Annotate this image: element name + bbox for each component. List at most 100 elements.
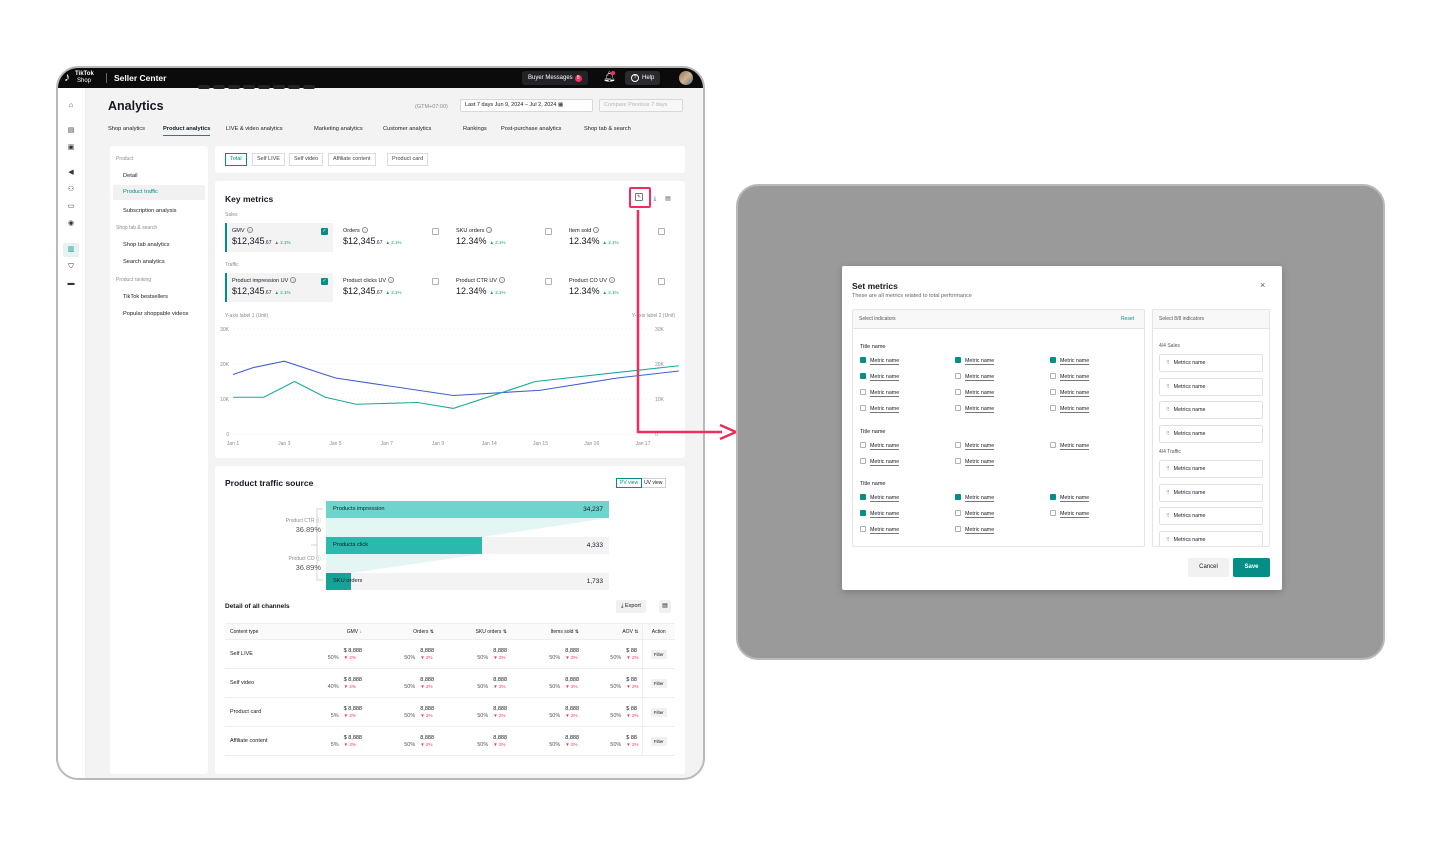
metric-option-checkbox[interactable] xyxy=(860,357,866,363)
metric-option[interactable]: Metric name xyxy=(955,510,995,518)
filter-button[interactable]: Filter xyxy=(650,649,667,659)
metric-option-checkbox[interactable] xyxy=(860,389,866,395)
metric-option[interactable]: Metric name xyxy=(860,373,900,381)
tab-customer-analytics[interactable]: Customer analytics xyxy=(383,126,432,132)
metric-option-checkbox[interactable] xyxy=(955,494,961,500)
metric-option-checkbox[interactable] xyxy=(955,357,961,363)
drag-handle-icon[interactable]: ⠿ xyxy=(1166,430,1170,437)
metric-option-checkbox[interactable] xyxy=(1050,373,1056,379)
metric-option-checkbox[interactable] xyxy=(860,405,866,411)
download-icon[interactable]: ⤓ xyxy=(653,196,657,202)
metric-option-checkbox[interactable] xyxy=(955,526,961,532)
col-orders[interactable]: Orders ⇅ xyxy=(365,623,437,640)
drag-handle-icon[interactable]: ⠿ xyxy=(1166,536,1170,543)
buyer-messages-button[interactable]: Buyer Messages 8 xyxy=(522,71,588,85)
ads-icon[interactable]: ▭ xyxy=(67,203,75,210)
metric-checkbox[interactable]: ✓ xyxy=(321,228,328,235)
drag-handle-icon[interactable]: ⠿ xyxy=(1166,383,1170,390)
metric-option-checkbox[interactable] xyxy=(860,458,866,464)
filter-button[interactable]: Filter xyxy=(650,736,667,746)
subnav-item-detail[interactable]: Detail xyxy=(123,173,138,179)
subnav-item-shop-tab-analytics[interactable]: Shop tab analytics xyxy=(123,242,170,248)
filter-button[interactable]: Filter xyxy=(650,707,667,717)
metric-option[interactable]: Metric name xyxy=(955,405,995,413)
metric-option[interactable]: Metric name xyxy=(955,442,995,450)
selected-metric-item[interactable]: ⠿ Metrics name xyxy=(1159,401,1263,419)
selected-metric-item[interactable]: ⠿ Metrics name xyxy=(1159,483,1263,502)
metric-option-checkbox[interactable] xyxy=(860,526,866,532)
drag-handle-icon[interactable]: ⠿ xyxy=(1166,513,1170,519)
subnav-item-subscription[interactable]: Subscription analysis xyxy=(123,208,177,214)
date-range-picker[interactable]: Last 7 days Jun 9, 2024 – Jul 2, 2024 ▦ xyxy=(460,99,593,112)
selected-metric-item[interactable]: ⠿ Metrics name xyxy=(1159,530,1263,546)
metric-option-checkbox[interactable] xyxy=(1050,389,1056,395)
subnav-item-shoppable-videos[interactable]: Popular shoppable videos xyxy=(123,311,189,317)
tab-shop-analytics[interactable]: Shop analytics xyxy=(108,126,145,132)
metric-checkbox[interactable] xyxy=(658,228,665,235)
metric-option[interactable]: Metric name xyxy=(860,389,900,397)
metric-option[interactable]: Metric name xyxy=(1050,510,1090,518)
metric-option[interactable]: Metric name xyxy=(1050,357,1090,365)
document-icon[interactable]: ▤ xyxy=(665,196,671,202)
metric-option-checkbox[interactable] xyxy=(860,442,866,448)
affiliate-icon[interactable]: ⚇ xyxy=(67,186,75,193)
traffic-metric-tile[interactable]: Product impression UV? $12,345.67 ▲ 2.1% ✓ xyxy=(225,273,333,302)
marketing-icon[interactable]: ◀ xyxy=(68,169,74,176)
metric-checkbox[interactable] xyxy=(545,228,552,235)
tab-rankings[interactable]: Rankings xyxy=(463,126,487,132)
pv-view-option[interactable]: PV view xyxy=(616,478,643,488)
col-aov[interactable]: AOV ⇅ xyxy=(582,623,642,640)
shield-icon[interactable]: ⛉ xyxy=(68,263,74,270)
selected-metric-item[interactable]: ⠿ Metrics name xyxy=(1159,424,1263,443)
metric-option-checkbox[interactable] xyxy=(1050,357,1056,363)
metric-option-checkbox[interactable] xyxy=(955,442,961,448)
filter-tab-affiliate[interactable]: Affiliate content xyxy=(328,153,376,166)
save-button[interactable]: Save xyxy=(1233,558,1270,577)
traffic-metric-tile[interactable]: Product clicks UV? $12,345.67 ▲ 2.1% xyxy=(338,273,446,302)
sales-metric-tile[interactable]: GMV? $12,345.67 ▲ 2.1% ✓ xyxy=(225,223,333,252)
metric-option[interactable]: Metric name xyxy=(860,494,900,502)
selected-metric-item[interactable]: ⠿ Metrics name xyxy=(1159,460,1263,478)
tiktok-shop-logo[interactable]: ♪ TikTok Shop xyxy=(64,70,104,86)
sales-metric-tile[interactable]: Item sold? 12.34% ▲ 2.1% xyxy=(564,223,672,252)
compare-select[interactable]: Compare Previous 7 days xyxy=(599,99,683,112)
uv-view-option[interactable]: UV view xyxy=(644,480,663,486)
live-icon[interactable]: ◉ xyxy=(67,220,75,227)
metric-checkbox[interactable] xyxy=(432,278,439,285)
tab-live-video-analytics[interactable]: LIVE & video analytics xyxy=(226,126,283,132)
metric-option-checkbox[interactable] xyxy=(1050,494,1056,500)
metric-checkbox[interactable] xyxy=(658,278,665,285)
metric-option[interactable]: Metric name xyxy=(860,526,900,534)
close-icon[interactable]: × xyxy=(1260,280,1266,290)
metric-option-checkbox[interactable] xyxy=(955,373,961,379)
metric-option[interactable]: Metric name xyxy=(955,373,995,381)
metric-option-checkbox[interactable] xyxy=(860,510,866,516)
metric-option[interactable]: Metric name xyxy=(860,510,900,518)
sales-metric-tile[interactable]: SKU orders? 12.34% ▲ 2.1% xyxy=(451,223,559,252)
sales-metric-tile[interactable]: Orders? $12,345.67 ▲ 2.1% xyxy=(338,223,446,252)
metric-option-checkbox[interactable] xyxy=(860,373,866,379)
drag-handle-icon[interactable]: ⠿ xyxy=(1166,407,1170,413)
metric-option[interactable]: Metric name xyxy=(1050,494,1090,502)
metric-option[interactable]: Metric name xyxy=(860,458,900,466)
metric-option-checkbox[interactable] xyxy=(955,510,961,516)
export-button[interactable]: ⤓ Export xyxy=(616,600,646,613)
cancel-button[interactable]: Cancel xyxy=(1188,558,1229,577)
filter-tab-self-video[interactable]: Self video xyxy=(289,153,324,166)
filter-tab-total[interactable]: Total xyxy=(225,153,247,166)
metric-option[interactable]: Metric name xyxy=(955,357,995,365)
avatar[interactable] xyxy=(679,71,693,85)
selected-metric-item[interactable]: ⠿ Metrics name xyxy=(1159,354,1263,372)
finance-icon[interactable]: ▬ xyxy=(67,280,75,287)
metric-option[interactable]: Metric name xyxy=(860,357,900,365)
tab-shop-tab-search[interactable]: Shop tab & search xyxy=(584,126,631,132)
metric-option-checkbox[interactable] xyxy=(860,494,866,500)
filter-tab-product-card[interactable]: Product card xyxy=(387,153,429,166)
metric-option[interactable]: Metric name xyxy=(955,494,995,502)
help-button[interactable]: ? Help xyxy=(625,71,661,85)
metric-option[interactable]: Metric name xyxy=(955,526,995,534)
metric-option[interactable]: Metric name xyxy=(1050,389,1090,397)
metric-option-checkbox[interactable] xyxy=(1050,510,1056,516)
traffic-metric-tile[interactable]: Product CO UV? 12.34% ▲ 2.1% xyxy=(564,273,672,302)
metric-option-checkbox[interactable] xyxy=(955,458,961,464)
